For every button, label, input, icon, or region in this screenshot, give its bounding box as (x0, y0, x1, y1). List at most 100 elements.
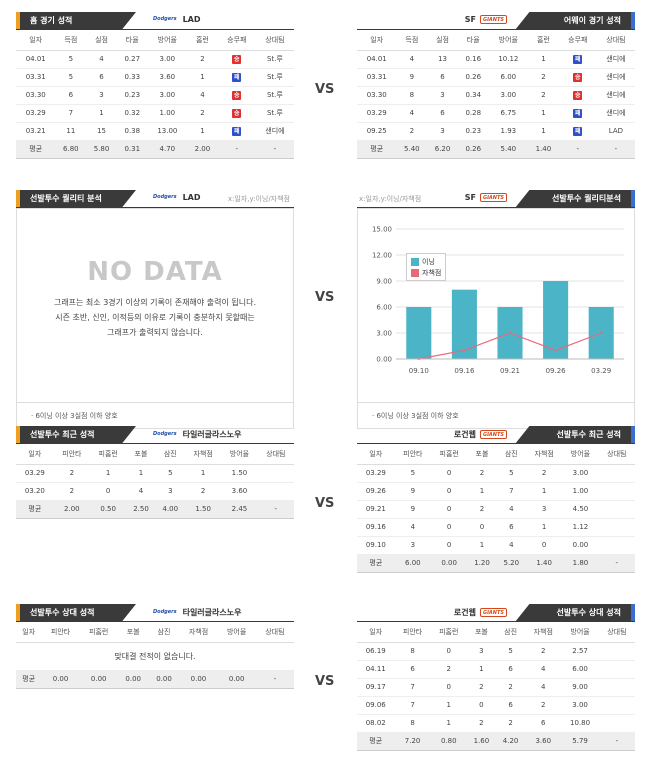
y-tick-label: 3.00 (376, 330, 392, 338)
table-cell: 4 (525, 678, 561, 696)
column-header: 상대팀 (258, 444, 294, 464)
average-cell: 평균 (357, 554, 395, 572)
table-cell: 0.27 (117, 50, 148, 68)
table-cell: 2 (528, 68, 559, 86)
team-label: SF GIANTS (465, 193, 507, 202)
table-cell: 7 (497, 482, 526, 500)
y-tick-label: 0.00 (376, 356, 392, 364)
average-cell: 1.80 (562, 554, 598, 572)
table-cell: 6 (55, 86, 86, 104)
table-cell: 2 (525, 696, 561, 714)
average-row: 평균 5.40 6.20 0.26 5.40 1.40- - (357, 140, 635, 158)
table-cell: 0 (431, 500, 467, 518)
pitcher-name: 타일러글라스노우 (183, 607, 242, 618)
column-header: 방어율 (148, 30, 187, 50)
msg-line: 그래프가 출력되지 않습니다. (17, 325, 293, 340)
column-header: 방어율 (489, 30, 528, 50)
pitcher-name: 타일러글라스노우 (183, 429, 242, 440)
table-cell (599, 482, 635, 500)
average-cell: 0.00 (149, 670, 180, 688)
table-cell: 2 (185, 482, 221, 500)
table-cell: 0.23 (117, 86, 148, 104)
legend-item-er: 자책점 (411, 267, 441, 278)
giants-logo-icon: GIANTS (480, 15, 507, 24)
table-cell: 03.20 (16, 482, 54, 500)
average-cell: - (258, 500, 294, 518)
table-cell: 1.93 (489, 122, 528, 140)
average-cell: 0.00 (118, 670, 149, 688)
table-cell (599, 518, 635, 536)
team-name: SF (465, 193, 476, 202)
table-cell: 5 (55, 50, 86, 68)
legend-label: 자책점 (422, 268, 441, 278)
column-header: 피안타 (54, 444, 90, 464)
column-header: 타율 (458, 30, 489, 50)
point-earned-runs (600, 332, 602, 334)
column-header: 삼진 (496, 622, 525, 642)
table-cell: 1 (126, 464, 155, 482)
table-cell: 04.01 (357, 50, 396, 68)
result-badge: 승 (573, 91, 582, 100)
result-badge: 패 (573, 109, 582, 118)
table-cell: 0 (431, 536, 467, 554)
away-record-panel: 어웨이 경기 성적 SF GIANTS 일자 득점 실점 타율 방어율 홈런 승무패 상대팀 04… (357, 12, 635, 159)
average-cell: 5.20 (497, 554, 526, 572)
table-cell: 03.31 (16, 68, 55, 86)
average-cell: 1.60 (467, 732, 496, 750)
pitcher-label: Dodgers 타일러글라스노우 (151, 429, 241, 440)
vs-label: VS (315, 496, 334, 511)
vs-label: VS (315, 82, 334, 97)
table-cell: 2 (431, 660, 467, 678)
result-badge: 승 (573, 73, 582, 82)
table-cell: LAD (597, 122, 635, 140)
average-cell: 0.00 (179, 670, 217, 688)
table-cell: 9 (396, 68, 427, 86)
home-record-header: 홈 경기 성적 Dodgers LAD (16, 12, 294, 30)
table-cell: 5 (156, 464, 185, 482)
result-badge: 패 (573, 55, 582, 64)
table-cell: 2 (496, 678, 525, 696)
table-cell: 0 (431, 642, 467, 660)
table-cell: 2 (187, 50, 218, 68)
table-cell: 6 (427, 104, 458, 122)
table-cell: 6 (395, 660, 431, 678)
table-cell: 1 (86, 104, 117, 122)
left-quality-header: 선발투수 퀄리티 분석 Dodgers LAD x:일자,y:이닝/자책점 (16, 190, 294, 208)
dodgers-logo-icon: Dodgers (151, 193, 179, 202)
table-cell: 0.28 (458, 104, 489, 122)
column-header: 홈런 (528, 30, 559, 50)
average-cell: 2.45 (221, 500, 257, 518)
pitcher-label: 로건웹 GIANTS (454, 429, 507, 440)
table-cell: 6 (496, 696, 525, 714)
table-cell: 4 (396, 104, 427, 122)
x-tick-label: 09.21 (500, 367, 520, 375)
result-badge: 승 (232, 109, 241, 118)
table-cell: 샌디에 (597, 68, 635, 86)
average-cell: 5.80 (86, 140, 117, 158)
average-cell: - (218, 140, 256, 158)
result-cell: 패 (559, 122, 597, 140)
table-cell: 1 (185, 464, 221, 482)
y-tick-label: 12.00 (372, 252, 392, 260)
table-cell: 3 (86, 86, 117, 104)
table-cell: 4.50 (562, 500, 598, 518)
table-row: 08.02 8 1 2 2 6 10.80 (357, 714, 635, 732)
table-cell: 3 (156, 482, 185, 500)
table-cell: 6.75 (489, 104, 528, 122)
average-row: 평균 6.00 0.00 1.20 5.20 1.40 1.80- (357, 554, 635, 572)
table-cell: 6.00 (489, 68, 528, 86)
average-cell: 평균 (16, 670, 41, 688)
column-header: 자책점 (179, 622, 217, 642)
right-vs-table: 일자 피안타 피홈런 포볼 삼진 자책점 방어율 상대팀 06.19 8 0 3 5 2 2.57 04.11… (357, 622, 635, 751)
dodgers-logo-icon: Dodgers (151, 15, 179, 24)
column-header: 일자 (16, 444, 54, 464)
result-cell: 승 (218, 50, 256, 68)
table-cell: 2 (467, 714, 496, 732)
table-cell: 6 (497, 518, 526, 536)
table-cell (599, 678, 635, 696)
table-cell: 03.30 (16, 86, 55, 104)
average-cell: 1.40 (528, 140, 559, 158)
table-cell: 3.00 (148, 86, 187, 104)
result-cell: 패 (218, 122, 256, 140)
result-badge: 패 (232, 73, 241, 82)
